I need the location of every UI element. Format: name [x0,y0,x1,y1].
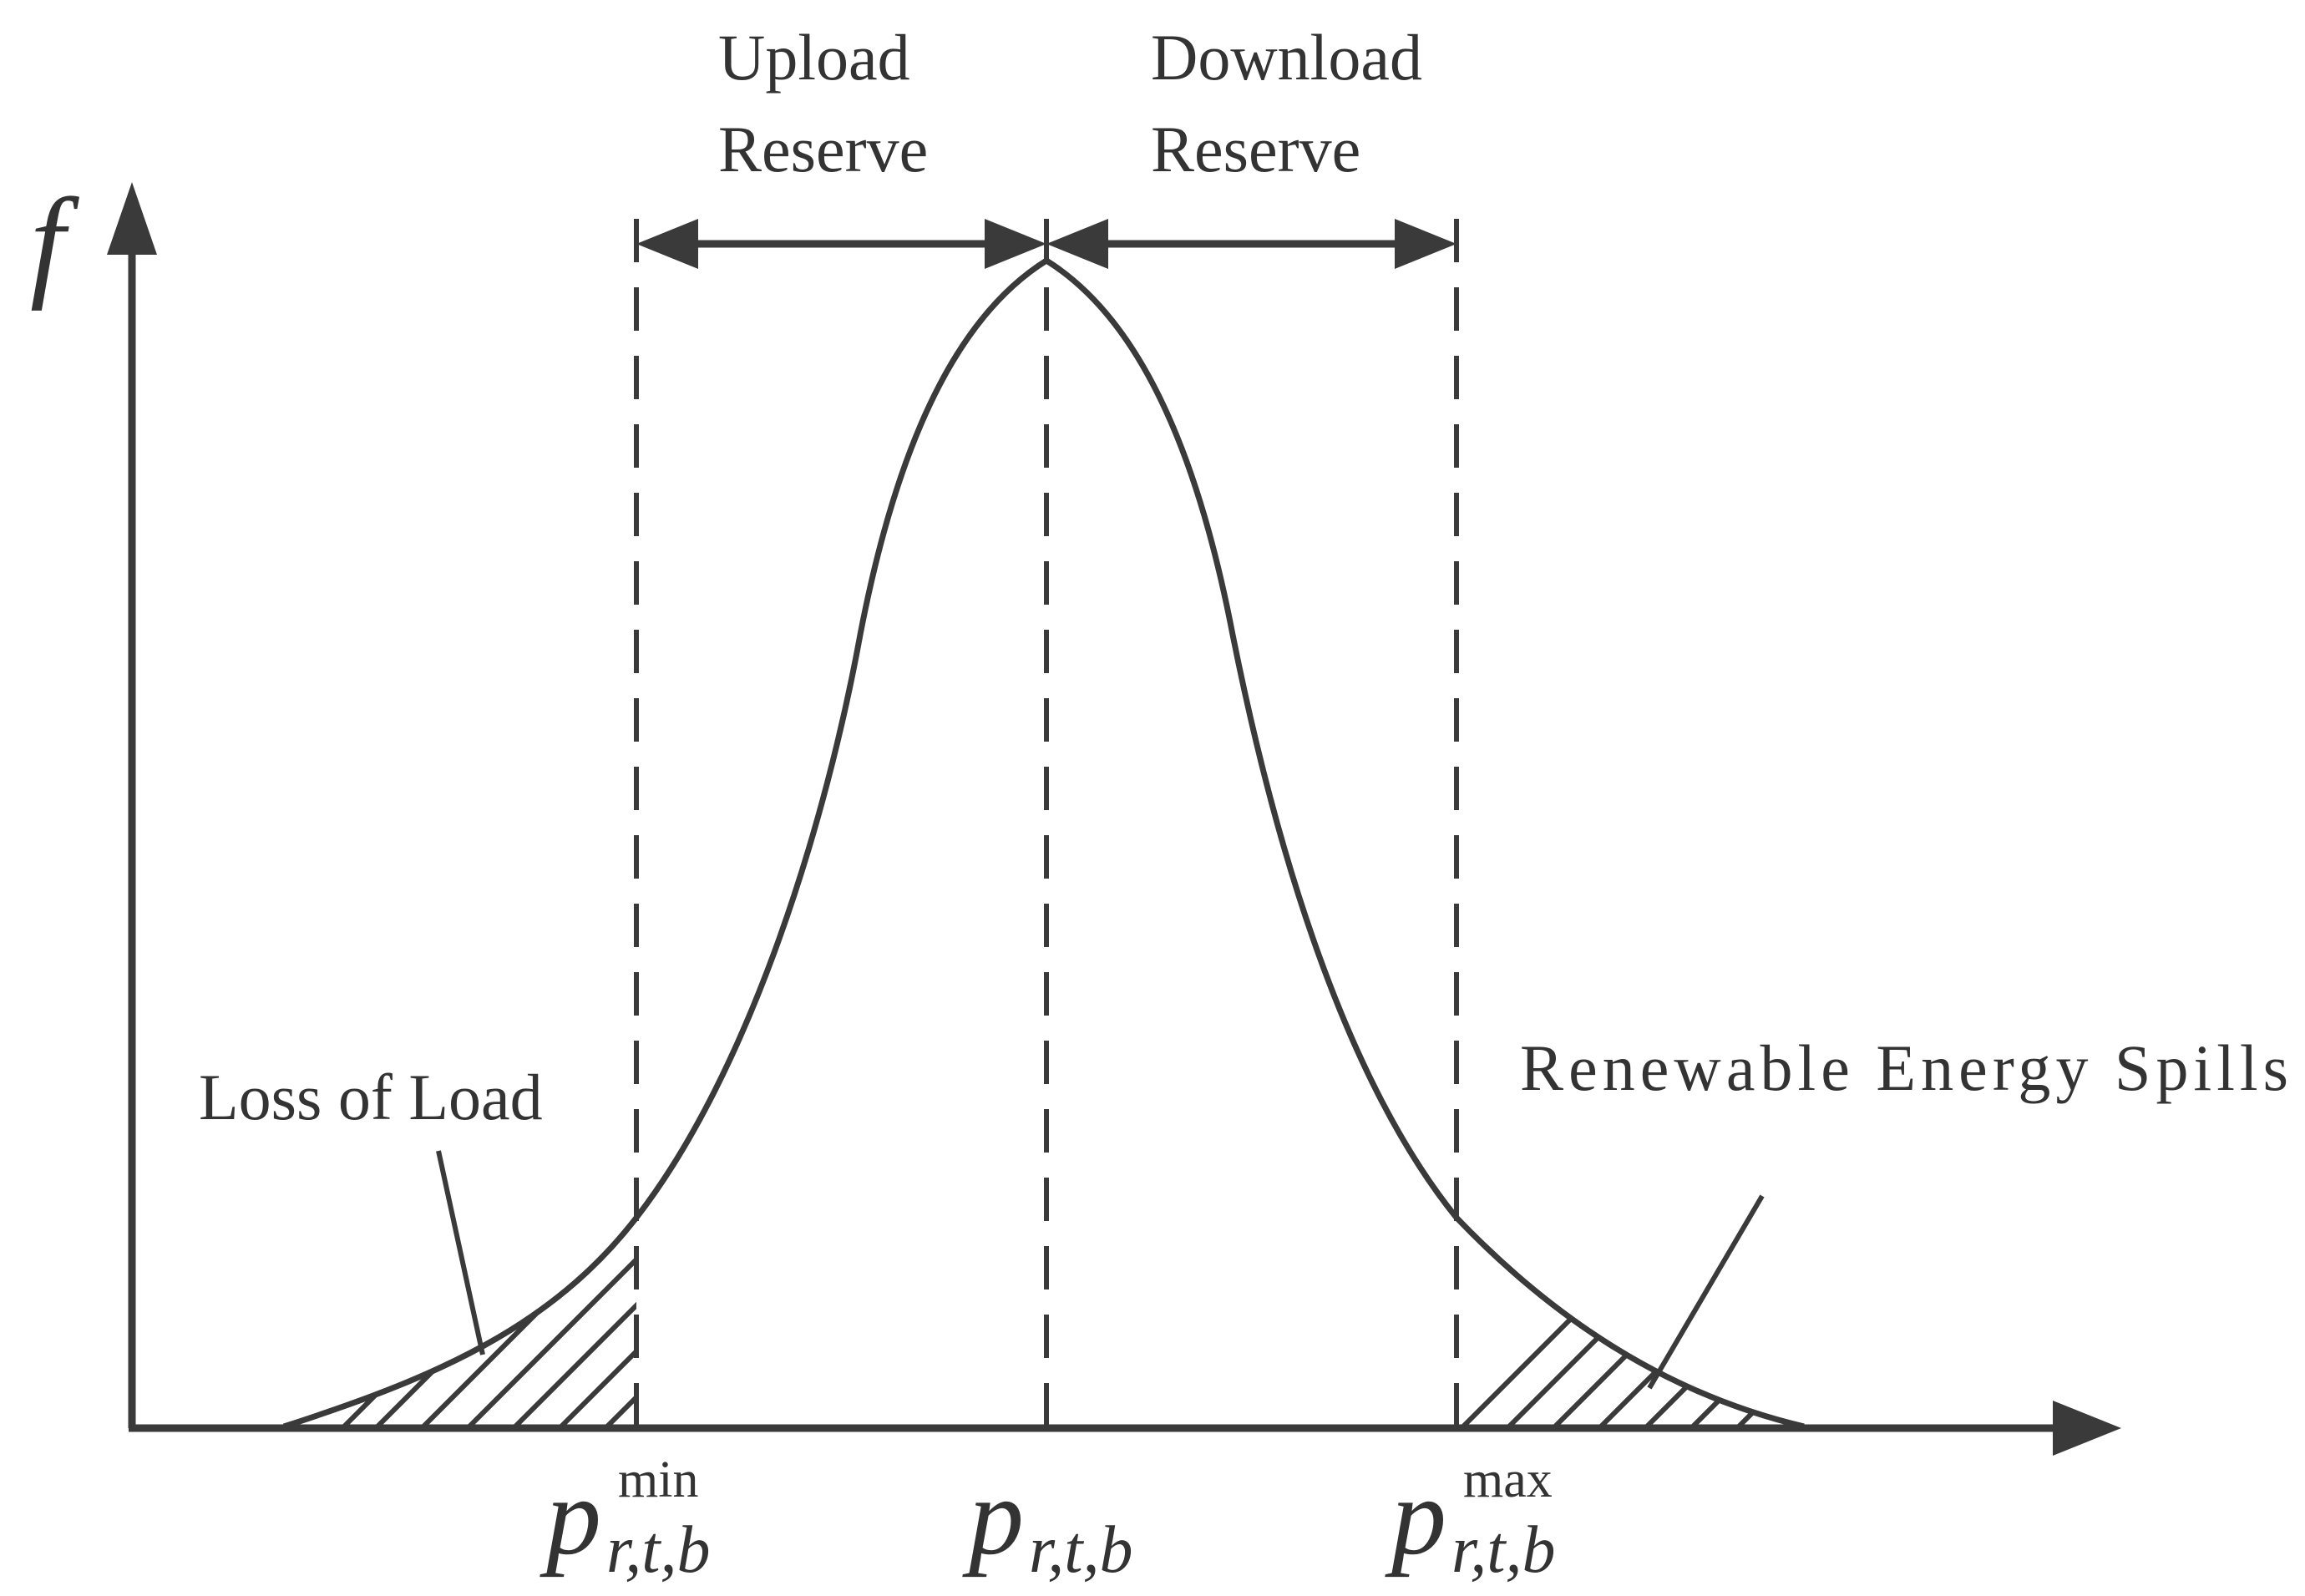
pcenter-subscript: r,t,b [1029,1513,1133,1587]
download-reserve-label-line1: Download [1151,21,1422,94]
y-axis-arrow-icon [107,182,157,255]
y-axis-label: f [30,173,79,312]
pcenter-base: p [962,1455,1024,1578]
axes: f [30,173,2121,1456]
upload-reserve-right-arrowhead-icon [985,219,1046,269]
upload-reserve-label-line2: Reserve [718,113,928,185]
pmax-base: p [1385,1455,1446,1578]
pmin-label: p r,t,b min [540,1452,711,1587]
reserve-labels: Upload Reserve Download Reserve [718,21,1422,185]
upload-reserve-left-arrowhead-icon [636,219,698,269]
tick-labels: p r,t,b min p r,t,b p r,t,b max [540,1452,1556,1587]
reserve-boundaries [634,219,1459,1430]
pmax-label: p r,t,b max [1385,1452,1556,1587]
x-axis-arrow-icon [2053,1401,2121,1456]
renewable-spills-label: Renewable Energy Spills [1520,1031,2288,1104]
pmax-subscript: r,t,b [1451,1513,1556,1587]
renewable-spills-leader-line [1647,1194,1765,1390]
callouts: Loss of Load Renewable Energy Spills [199,1031,2288,1390]
distribution-curve [282,256,1805,1430]
upload-reserve-label-line1: Upload [718,21,910,94]
pcenter-label: p r,t,b [962,1455,1133,1587]
pmin-subscript: r,t,b [606,1513,711,1587]
download-reserve-left-arrowhead-icon [1046,219,1108,269]
loss-of-load-leader-line [436,1150,485,1355]
reserve-arrows [636,219,1456,269]
pmax-superscript: max [1463,1452,1553,1508]
pmin-base: p [540,1455,601,1578]
loss-of-load-label: Loss of Load [199,1061,543,1133]
loss-of-load-hatch [284,1218,636,1426]
download-reserve-right-arrowhead-icon [1395,219,1456,269]
pmin-superscript: min [618,1452,698,1508]
download-reserve-label-line2: Reserve [1151,113,1360,185]
